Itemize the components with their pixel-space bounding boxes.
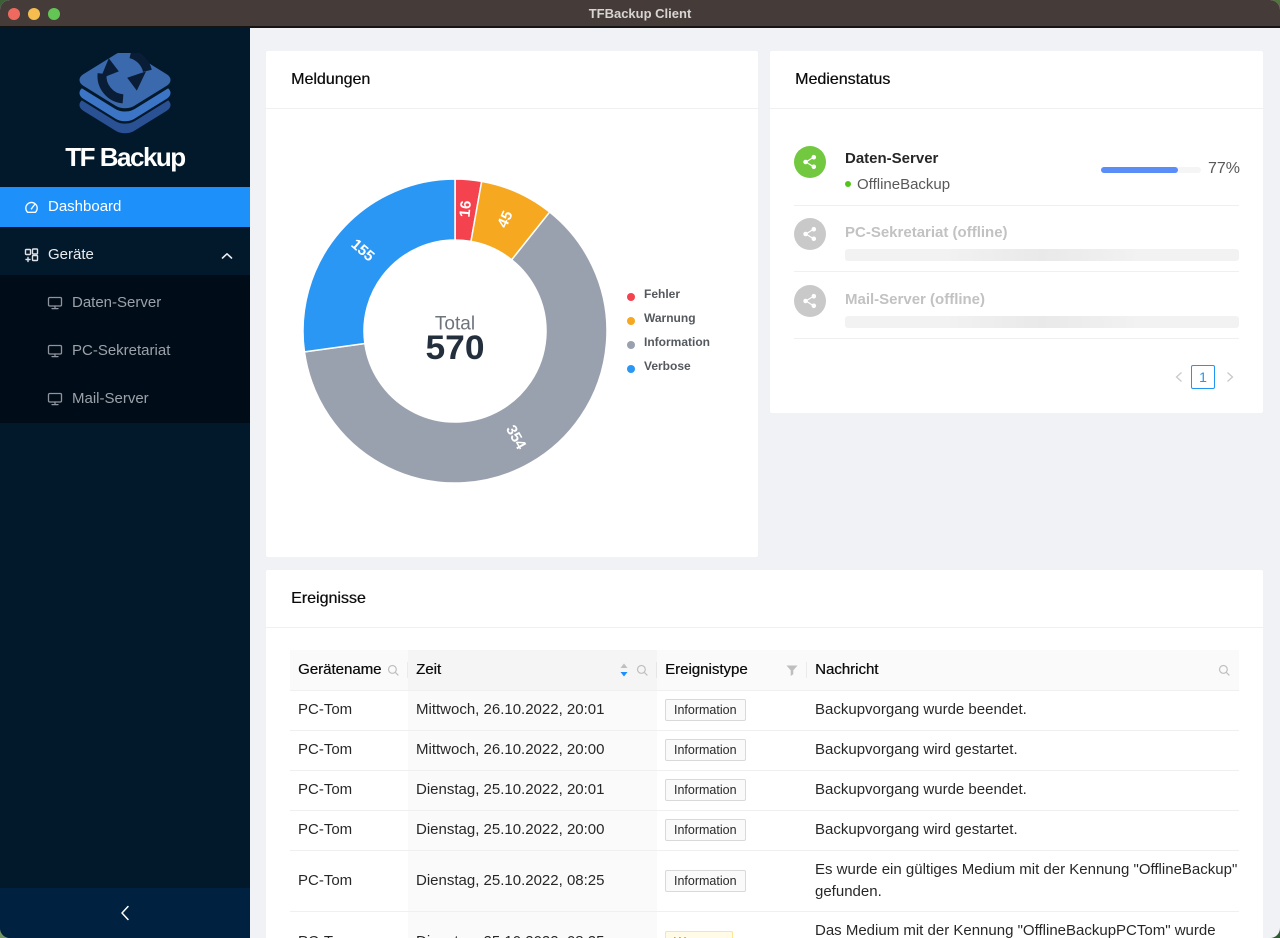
svg-text:Total: Total bbox=[435, 314, 475, 335]
svg-text:45: 45 bbox=[494, 208, 516, 230]
svg-text:570: 570 bbox=[426, 329, 485, 367]
svg-text:16: 16 bbox=[457, 200, 475, 218]
